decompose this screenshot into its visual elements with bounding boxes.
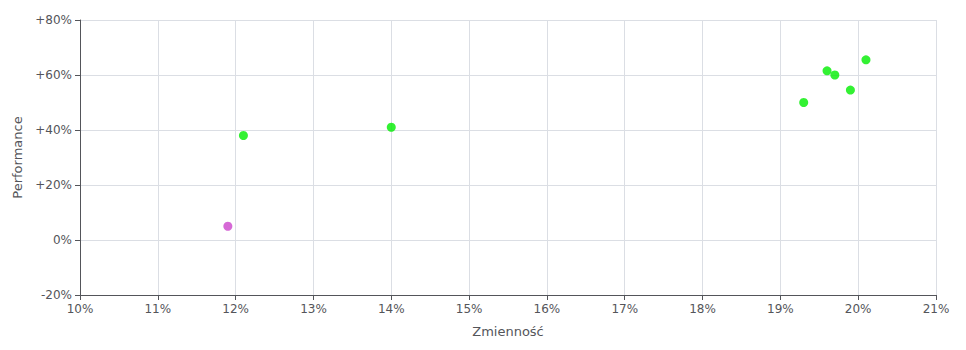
- svg-text:18%: 18%: [689, 302, 716, 316]
- svg-text:15%: 15%: [456, 302, 483, 316]
- svg-text:11%: 11%: [144, 302, 171, 316]
- svg-text:12%: 12%: [222, 302, 249, 316]
- svg-text:17%: 17%: [611, 302, 638, 316]
- svg-text:21%: 21%: [923, 302, 950, 316]
- svg-text:19%: 19%: [767, 302, 794, 316]
- svg-text:13%: 13%: [300, 302, 327, 316]
- svg-text:10%: 10%: [67, 302, 94, 316]
- svg-text:-20%: -20%: [41, 288, 72, 302]
- svg-text:Performance: Performance: [10, 116, 25, 198]
- svg-text:Zmienność: Zmienność: [472, 324, 544, 339]
- svg-text:20%: 20%: [845, 302, 872, 316]
- svg-text:+20%: +20%: [35, 178, 72, 192]
- svg-text:0%: 0%: [53, 233, 72, 247]
- svg-text:14%: 14%: [378, 302, 405, 316]
- svg-text:+80%: +80%: [35, 13, 72, 27]
- svg-text:+40%: +40%: [35, 123, 72, 137]
- svg-text:16%: 16%: [534, 302, 561, 316]
- svg-text:+60%: +60%: [35, 68, 72, 82]
